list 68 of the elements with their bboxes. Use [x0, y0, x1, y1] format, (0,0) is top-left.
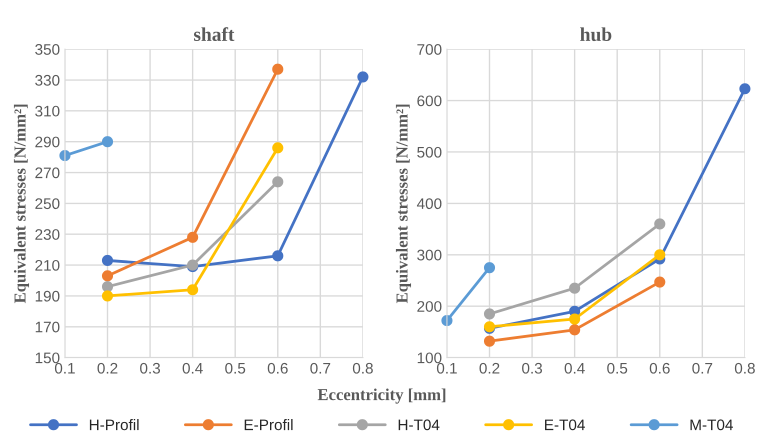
point [654, 276, 666, 288]
x-tick-label: 0.7 [692, 362, 712, 374]
point [569, 313, 580, 325]
point [654, 218, 666, 230]
point [102, 254, 114, 266]
point [569, 282, 580, 294]
x-tick-label: 0.7 [310, 362, 330, 374]
point [484, 262, 496, 274]
y-tick-label: 210 [35, 260, 60, 271]
legend-label: E-T04 [545, 419, 585, 430]
point [187, 232, 198, 243]
point [441, 315, 452, 326]
y-tick-label: 330 [35, 74, 60, 86]
point [357, 71, 368, 82]
point [102, 136, 114, 148]
x-tick-label: 0.3 [140, 362, 160, 374]
legend-label: E-Profil [244, 419, 293, 430]
x-tick-label: 0.2 [97, 362, 118, 374]
chart-title: shaft [194, 27, 234, 42]
y-tick-label: 250 [35, 198, 60, 210]
x-tick-label: 0.1 [436, 362, 457, 374]
y-axis-title: Equivalent stresses [N/mm²] [396, 104, 412, 304]
x-tick-label: 0.1 [54, 362, 75, 374]
x-tick-label: 0.2 [479, 362, 500, 374]
y-tick-label: 600 [417, 95, 442, 106]
y-tick-label: 310 [35, 106, 60, 117]
point [102, 270, 114, 282]
point [272, 250, 284, 262]
point [484, 308, 496, 320]
x-axis-title: Eccentricity [mm] [318, 388, 446, 404]
point [569, 324, 580, 336]
x-tick-label: 0.5 [607, 362, 628, 374]
y-tick-label: 400 [416, 198, 442, 210]
x-tick-label: 0.8 [352, 362, 373, 374]
y-tick-label: 300 [417, 250, 442, 260]
point [484, 336, 496, 347]
point [739, 83, 750, 94]
y-axis-title: Equivalent stresses [N/mm²] [14, 104, 30, 304]
y-tick-label: 200 [417, 301, 442, 312]
legend-label: M-T04 [690, 419, 733, 430]
x-tick-label: 0.6 [268, 362, 288, 374]
y-tick-label: 700 [417, 44, 442, 55]
point [272, 176, 284, 188]
point [59, 150, 70, 162]
point [102, 290, 114, 302]
x-tick-label: 0.8 [734, 362, 755, 374]
x-tick-label: 0.6 [650, 362, 670, 374]
y-tick-label: 270 [35, 167, 60, 178]
point [654, 249, 666, 260]
x-tick-label: 0.4 [564, 362, 585, 374]
y-tick-label: 150 [36, 352, 60, 364]
y-tick-label: 190 [36, 290, 60, 302]
y-tick-label: 170 [36, 322, 60, 332]
legend-label: H-Profil [90, 419, 139, 430]
y-tick-label: 350 [35, 44, 60, 55]
y-tick-label: 100 [418, 352, 442, 364]
point [272, 64, 284, 75]
point [102, 281, 114, 292]
legend-label: H-T04 [398, 419, 440, 430]
point [187, 284, 198, 296]
x-tick-label: 0.5 [225, 362, 246, 374]
y-tick-label: 500 [417, 146, 442, 158]
x-tick-label: 0.4 [182, 362, 203, 374]
point [272, 142, 284, 154]
chart-title: hub [580, 27, 612, 42]
y-tick-label: 230 [35, 229, 60, 240]
y-tick-label: 290 [35, 136, 60, 148]
x-tick-label: 0.3 [522, 362, 542, 374]
